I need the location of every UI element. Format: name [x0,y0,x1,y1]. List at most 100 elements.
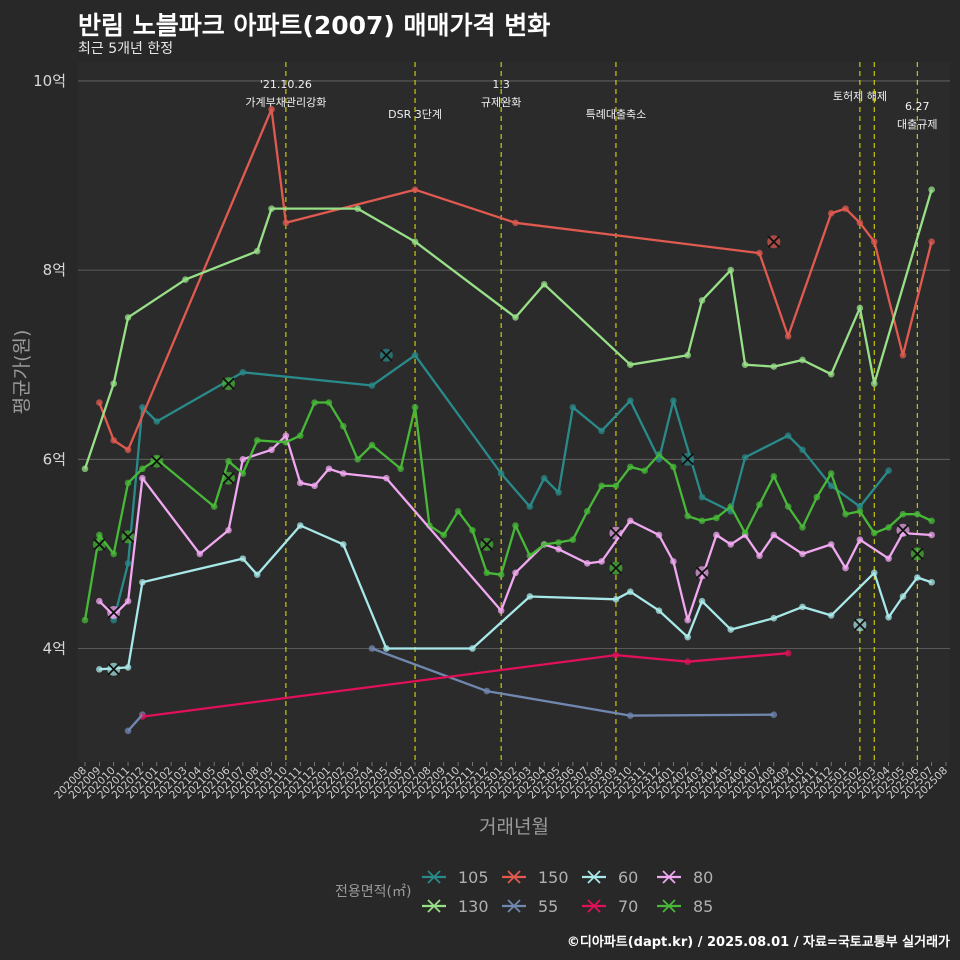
x-stroke-b [587,870,601,884]
chart-subtitle: 최근 5개년 한정 [78,41,174,57]
legend-label: 80 [693,868,713,887]
y-tick-label: 4억 [43,639,66,657]
marker-60 [853,618,867,631]
marker-85 [480,538,493,551]
y-axis-label: 평균가(원) [11,330,33,415]
policy-event-label: 가계부채관리강화 [245,96,326,109]
y-tick-label: 8억 [43,261,66,279]
x-stroke-b [507,899,521,913]
legend-entry-80: 80 [657,868,713,887]
legend-swatch-x [587,899,601,913]
policy-event-label: 6.27 [905,100,930,113]
legend-entry-130: 130 [422,897,489,916]
x-stroke-b [896,524,910,537]
policy-event-label: 규제완화 [481,96,521,109]
legend-entry-70: 70 [582,897,638,916]
x-stroke-b [609,561,623,575]
legend-label: 70 [618,897,638,916]
series-markers [92,235,924,676]
x-axis-label: 거래년월 [479,816,549,838]
x-stroke-b [222,472,235,485]
series-line-55 [371,647,774,717]
x-stroke-b [662,899,676,913]
x-stroke-b [681,453,694,466]
marker-80 [107,606,120,619]
plot-panel [78,62,950,762]
series-line-130 [83,189,933,470]
legend-label: 60 [618,868,638,887]
x-stroke-b [380,349,393,362]
legend-entry-150: 150 [502,868,569,887]
legend-entry-55: 55 [502,897,558,916]
x-stroke-b [480,538,493,551]
marker-85 [222,472,235,485]
legend-entry-105: 105 [422,868,489,887]
x-stroke-b [662,870,676,884]
x-stroke-b [507,870,521,884]
policy-event-label: DSR 3단계 [388,108,442,121]
series-line-150 [98,108,933,451]
policy-event-label: '21.10.26 [260,78,312,91]
marker-85 [222,377,235,390]
marker-105 [681,453,694,466]
legend-label: 55 [538,897,558,916]
policy-event-label: 대출규제 [897,118,937,131]
chart-title: 반림 노블파크 아파트(2007) 매매가격 변화 [78,11,551,40]
series-segment-55 [127,713,144,732]
legend-swatch-x [427,870,441,884]
x-stroke-b [767,235,780,248]
x-stroke-b [150,455,163,468]
x-stroke-b [121,530,135,544]
marker-85 [150,455,163,468]
marker-80 [695,566,709,579]
legend-label: 130 [458,897,489,916]
policy-event-label: 특례대출축소 [586,108,647,121]
legend-entry-85: 85 [657,897,713,916]
legend-swatch-x [662,899,676,913]
marker-80 [609,526,623,540]
legend-label: 150 [538,868,569,887]
marker-85 [911,547,924,561]
x-stroke-b [427,870,441,884]
marker-60 [107,663,120,676]
x-stroke-b [587,899,601,913]
series-lines [83,108,933,732]
x-stroke-b [853,618,867,631]
marker-150 [767,235,780,248]
legend-title: 전용면적(㎡) [335,884,411,900]
x-stroke-b [107,606,120,619]
series-line-60 [99,524,932,671]
legend-swatch-x [507,870,521,884]
series-line-70 [142,652,789,718]
source-credit: ©디아파트(dapt.kr) / 2025.08.01 / 자료=국토교통부 실… [566,935,950,950]
legend-swatch-x [587,870,601,884]
dot-70 [784,649,792,657]
marker-105 [380,349,393,362]
legend-swatch-x [662,870,676,884]
legend-swatch-x [507,899,521,913]
legend-label: 85 [693,897,713,916]
grid-layer [78,62,950,762]
x-stroke-b [93,538,106,551]
marker-80 [896,524,910,537]
x-stroke-b [695,566,709,579]
marker-85 [93,538,106,551]
x-stroke-b [609,526,623,540]
legend-label: 105 [458,868,489,887]
dot-80 [928,531,935,539]
x-stroke-b [911,547,924,561]
legend-swatch-x [427,899,441,913]
x-stroke-b [222,377,235,390]
x-stroke-b [107,663,120,676]
policy-event-label: 토허제 해제 [833,89,887,103]
marker-85 [609,561,623,575]
legend-entry-60: 60 [582,868,638,887]
policy-event-label: 1.3 [492,78,510,91]
y-tick-label: 6억 [43,450,66,468]
series-line-85 [83,401,933,621]
x-stroke-b [427,899,441,913]
marker-85 [121,530,135,544]
legend: 전용면적(㎡) 105 150 60 80 130 55 70 85 [335,868,713,916]
